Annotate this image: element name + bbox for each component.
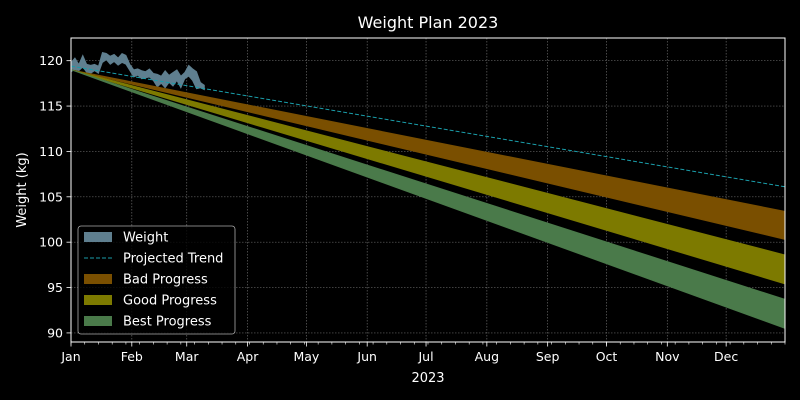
chart-marks (70, 52, 786, 329)
y-tick-label: 95 (47, 280, 63, 295)
legend-label-bad-progress: Bad Progress (123, 273, 208, 288)
y-tick-label: 90 (47, 325, 63, 340)
projected-trend-line (70, 65, 786, 188)
x-tick-label: Jan (60, 349, 80, 364)
legend-label-good-progress: Good Progress (123, 294, 217, 309)
y-tick-label: 115 (39, 99, 63, 114)
x-tick-label: Feb (121, 349, 143, 364)
y-tick-label: 110 (39, 144, 63, 159)
chart-title: Weight Plan 2023 (358, 13, 499, 32)
legend-label-projected-trend: Projected Trend (123, 252, 223, 267)
axes: Jan Feb Mar Apr May Jun Jul Aug Sep Oct Nov Dec 90 95… (39, 37, 786, 364)
x-tick-label: Jul (417, 349, 433, 364)
x-tick-label: Nov (655, 349, 680, 364)
legend-box (77, 225, 236, 335)
weight-band (70, 52, 205, 91)
legend-label-best-progress: Best Progress (123, 315, 212, 330)
x-tick-label: Aug (475, 349, 499, 364)
x-tick-label: Dec (714, 349, 738, 364)
y-axis-label: Weight (kg) (15, 152, 30, 227)
legend-swatch-weight (84, 232, 112, 242)
x-tick-label: Apr (237, 349, 259, 364)
legend-swatch-good-progress (84, 295, 112, 305)
x-tick-label: Mar (175, 349, 199, 364)
legend-swatch-bad-progress (84, 274, 112, 284)
x-tick-label: Oct (596, 349, 618, 364)
x-tick-label: Jun (356, 349, 377, 364)
legend-label-weight: Weight (123, 231, 168, 246)
x-tick-label: May (293, 349, 319, 364)
legend: Weight Projected Trend Bad Progress Good Pr… (77, 225, 236, 335)
y-tick-label: 105 (39, 189, 63, 204)
legend-swatch-best-progress (84, 316, 112, 326)
y-tick-label: 120 (39, 53, 63, 68)
y-tick-label: 100 (39, 235, 63, 250)
x-tick-label: Sep (536, 349, 560, 364)
x-axis-label: 2023 (411, 371, 444, 386)
